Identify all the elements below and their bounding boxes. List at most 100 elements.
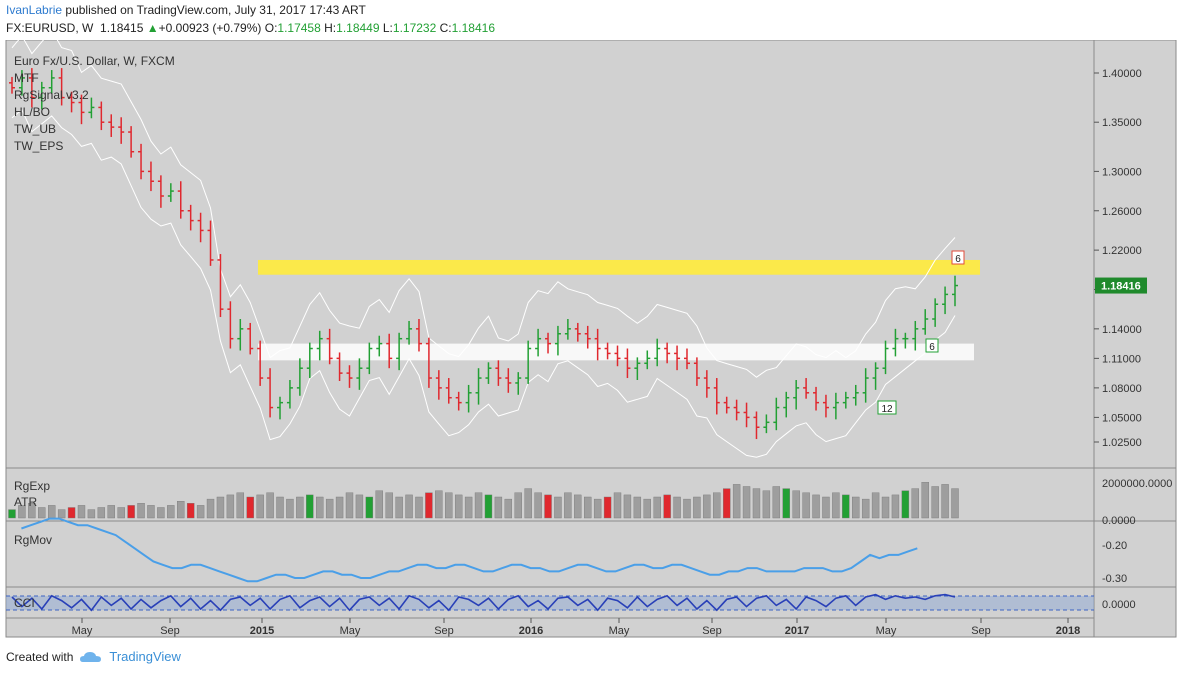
low-label: L: <box>382 21 393 35</box>
close-value: 1.18416 <box>451 21 496 35</box>
volume-bar <box>504 498 513 519</box>
x-tick-label: Sep <box>971 625 991 637</box>
open-label: O: <box>264 21 278 35</box>
volume-bar <box>226 494 235 519</box>
volume-bar <box>77 505 86 519</box>
volume-bar <box>306 494 314 519</box>
volume-bar <box>256 494 264 519</box>
resistance-zone <box>258 259 980 275</box>
y-tick-label: -0.20 <box>1102 540 1127 552</box>
y-tick-label: 2000000.0000 <box>1102 478 1172 490</box>
volume-bar <box>832 492 840 519</box>
annotation-box <box>951 250 965 265</box>
volume-bar <box>901 490 910 519</box>
volume-bar <box>673 496 681 519</box>
volume-bar <box>236 492 245 519</box>
volume-bar <box>435 490 443 519</box>
volume-bar <box>385 492 393 519</box>
panel-label: CCI <box>14 596 35 610</box>
volume-bar <box>693 496 701 519</box>
y-tick-label: 1.02500 <box>1102 437 1142 449</box>
volume-bar <box>722 488 731 519</box>
volume-bar <box>375 490 383 519</box>
volume-bar <box>365 496 374 519</box>
volume-bar <box>683 498 691 519</box>
low-value: 1.17232 <box>392 21 437 35</box>
indicator-label: TW_UB <box>14 122 56 136</box>
volume-bar <box>484 494 493 519</box>
indicator-label: RgSignal v3.2 <box>14 88 89 102</box>
annotation-label: 6 <box>955 254 961 265</box>
volume-bar <box>266 492 274 519</box>
indicator-label: HL/BO <box>14 105 50 119</box>
price-chart[interactable]: 6 6 12 RgExp ATR 2000000.0000 0.0000 RgMov -0.… <box>0 40 1184 644</box>
panel-label: RgMov <box>14 533 52 547</box>
tradingview-link[interactable]: TradingView <box>109 649 181 664</box>
x-tick-label: May <box>876 625 897 637</box>
cci-pane: CCI 0.0000 <box>6 593 1136 612</box>
upper-band-line <box>11 40 956 378</box>
volume-bar <box>584 496 592 519</box>
x-tick-label: Sep <box>160 625 180 637</box>
x-tick-label: 2018 <box>1056 625 1080 637</box>
volume-bar <box>911 488 919 519</box>
author-link[interactable]: IvanLabrie <box>6 3 63 17</box>
panel-label: RgExp <box>14 479 50 493</box>
volume-bar <box>514 492 522 519</box>
x-tick-label: 2015 <box>250 625 274 637</box>
volume-bar <box>57 509 66 519</box>
volume-bar <box>48 505 56 519</box>
last-price-box <box>1095 277 1147 294</box>
rgmov-pane: RgMov -0.20 -0.30 <box>14 517 1127 585</box>
volume-bar <box>18 505 26 519</box>
volume-bar <box>415 496 423 519</box>
volume-bar <box>633 496 642 519</box>
volume-bar <box>554 496 562 519</box>
volume-bar <box>643 498 651 519</box>
volume-bar <box>742 486 751 519</box>
volume-bar <box>623 494 632 519</box>
volume-bar <box>852 496 860 519</box>
volume-bar <box>445 492 453 519</box>
volume-bar <box>454 494 463 519</box>
cci-band <box>6 596 1094 610</box>
x-tick-label: May <box>609 625 630 637</box>
price-axis[interactable] <box>1093 40 1177 638</box>
volume-bar <box>593 498 602 519</box>
y-tick-label: 0.0000 <box>1102 599 1136 611</box>
volume-bar <box>206 498 215 519</box>
x-tick-label: 2016 <box>519 625 543 637</box>
volume-bar <box>544 494 552 519</box>
y-tick-label: 1.11000 <box>1102 353 1141 365</box>
volume-bar <box>97 507 106 519</box>
volume-bar <box>732 484 741 519</box>
volume-bar <box>355 494 364 519</box>
x-tick-label: 2017 <box>785 625 809 637</box>
created-with-label: Created with <box>6 649 74 664</box>
volume-bar <box>713 492 721 519</box>
indicator-label: TW_EPS <box>14 139 63 153</box>
chart-title: Euro Fx/U.S. Dollar, W, FXCM <box>14 54 175 68</box>
chart-labels: Euro Fx/U.S. Dollar, W, FXCM MTF RgSignal … <box>14 54 1147 637</box>
volume-bar <box>871 492 880 519</box>
volume-bar <box>38 507 46 519</box>
volume-bar <box>186 503 195 519</box>
cci-line <box>11 593 956 612</box>
volume-bar <box>395 496 403 519</box>
volume-bar <box>127 505 135 519</box>
up-arrow-icon: ▲ <box>146 21 159 35</box>
high-label: H: <box>324 21 337 35</box>
volume-bar <box>861 498 870 519</box>
volume-bar <box>157 507 165 519</box>
annotation-label: 12 <box>881 404 893 415</box>
annotation-box <box>877 400 897 415</box>
volume-bar <box>335 496 344 519</box>
price-value: 1.18415 <box>100 21 144 35</box>
y-tick-label: 1.40000 <box>1102 68 1142 80</box>
support-zone <box>258 343 974 361</box>
rgmov-line <box>21 517 918 583</box>
y-tick-label: 1.08000 <box>1102 383 1142 395</box>
volume-bar <box>762 490 771 519</box>
volume-bar <box>316 496 324 519</box>
y-tick-label: 1.05000 <box>1102 412 1142 424</box>
